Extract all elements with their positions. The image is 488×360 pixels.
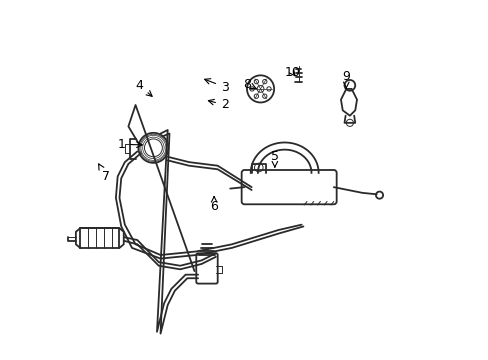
Text: 5: 5 [270,150,278,167]
Text: 4: 4 [135,79,152,96]
Text: 6: 6 [210,197,218,213]
Text: 1: 1 [117,138,142,151]
Text: 9: 9 [342,70,349,89]
Text: 10: 10 [284,66,300,79]
Text: 7: 7 [99,164,110,183]
Text: 2: 2 [208,99,228,112]
Text: 8: 8 [243,78,256,91]
Text: 3: 3 [204,79,228,94]
